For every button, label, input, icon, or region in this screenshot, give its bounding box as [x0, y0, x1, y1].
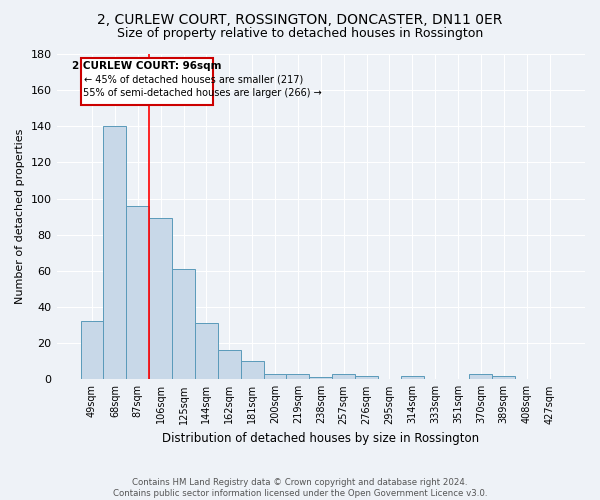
Bar [195, 324, 218, 380]
Bar [80, 322, 103, 380]
Text: 2, CURLEW COURT, ROSSINGTON, DONCASTER, DN11 0ER: 2, CURLEW COURT, ROSSINGTON, DONCASTER, … [97, 12, 503, 26]
Bar [469, 374, 493, 380]
Bar [172, 269, 195, 380]
Bar [493, 376, 515, 380]
Bar [355, 376, 378, 380]
Text: Size of property relative to detached houses in Rossington: Size of property relative to detached ho… [117, 28, 483, 40]
Bar [103, 126, 127, 380]
Bar [401, 376, 424, 380]
Bar [310, 378, 332, 380]
Text: ← 45% of detached houses are smaller (217): ← 45% of detached houses are smaller (21… [84, 75, 303, 85]
Bar [149, 218, 172, 380]
Bar [332, 374, 355, 380]
Bar [218, 350, 241, 380]
Bar [127, 206, 149, 380]
Bar [263, 374, 286, 380]
Bar [286, 374, 310, 380]
Text: 55% of semi-detached houses are larger (266) →: 55% of semi-detached houses are larger (… [83, 88, 322, 99]
Bar [241, 361, 263, 380]
FancyBboxPatch shape [80, 58, 213, 104]
Y-axis label: Number of detached properties: Number of detached properties [15, 129, 25, 304]
Text: Contains HM Land Registry data © Crown copyright and database right 2024.
Contai: Contains HM Land Registry data © Crown c… [113, 478, 487, 498]
X-axis label: Distribution of detached houses by size in Rossington: Distribution of detached houses by size … [162, 432, 479, 445]
Text: 2 CURLEW COURT: 96sqm: 2 CURLEW COURT: 96sqm [72, 61, 221, 71]
